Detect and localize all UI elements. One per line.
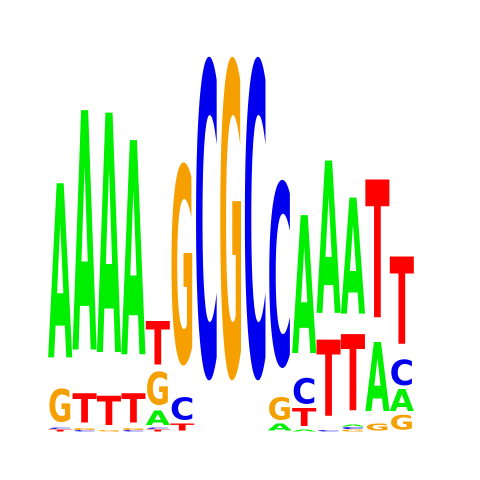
logo-letter-a: A <box>97 48 121 431</box>
logo-letter-t: T <box>341 315 365 435</box>
logo-letter-g: G <box>219 0 243 476</box>
logo-letter-c: C <box>121 430 145 432</box>
logo-letter-a: A <box>316 120 340 363</box>
logo-column-9: C <box>243 0 267 476</box>
logo-letter-t: T <box>170 422 195 433</box>
logo-letter-g: G <box>268 392 292 427</box>
logo-letter-c: C <box>48 427 72 429</box>
logo-letter-c: C <box>341 426 365 430</box>
logo-letter-g: G <box>97 430 121 432</box>
logo-letter-g: G <box>390 411 414 434</box>
logo-letter-g: G <box>146 363 170 415</box>
logo-column-10: AGC <box>268 133 292 433</box>
logo-column-12: CTA <box>316 120 340 442</box>
logo-letter-g: G <box>121 427 145 431</box>
logo-letter-t: T <box>365 144 389 364</box>
logo-letter-g: G <box>170 114 194 426</box>
logo-letter-c: C <box>243 0 267 476</box>
logo-letter-c: C <box>390 353 414 394</box>
logo-letter-t: T <box>97 388 122 434</box>
logo-letter-a: A <box>365 324 390 434</box>
logo-letter-g: G <box>48 380 72 432</box>
logo-letter-a: A <box>292 429 317 432</box>
logo-letter-a: A <box>121 83 145 425</box>
logo-column-14: GAT <box>365 144 390 434</box>
logo-letter-c: C <box>146 427 170 429</box>
logo-letter-g: G <box>365 422 389 434</box>
logo-letter-g: G <box>72 427 96 431</box>
logo-letter-a: A <box>268 421 292 433</box>
logo-letter-t: T <box>292 403 316 432</box>
logo-letter-a: A <box>48 137 72 415</box>
logo-column-3: GTA <box>97 48 122 434</box>
logo-letter-t: T <box>390 233 414 373</box>
logo-letter-t: T <box>146 309 171 379</box>
logo-letter-a: A <box>390 385 415 419</box>
logo-letter-t: T <box>121 386 146 432</box>
logo-column-7: C <box>194 0 218 476</box>
logo-letter-c: C <box>316 430 340 432</box>
logo-letter-a: A <box>341 424 366 427</box>
logo-letter-c: C <box>194 0 218 476</box>
logo-letter-t: T <box>48 429 73 433</box>
logo-letter-t: T <box>146 429 171 433</box>
logo-letter-c: C <box>268 133 292 423</box>
logo-letter-t: T <box>316 321 340 441</box>
logo-letter-c: C <box>292 372 316 413</box>
logo-column-6: TCG <box>170 114 195 433</box>
logo-letter-a: A <box>341 167 365 353</box>
logo-letter-a: A <box>146 408 171 431</box>
logo-letter-c: C <box>170 393 194 427</box>
logo-letter-t: T <box>72 386 97 432</box>
logo-letter-a: A <box>72 45 96 428</box>
logo-letter-a: A <box>292 177 316 397</box>
logo-letter-c: C <box>72 430 96 432</box>
logo-letter-g: G <box>341 429 365 433</box>
logo-column-8: G <box>219 0 243 476</box>
